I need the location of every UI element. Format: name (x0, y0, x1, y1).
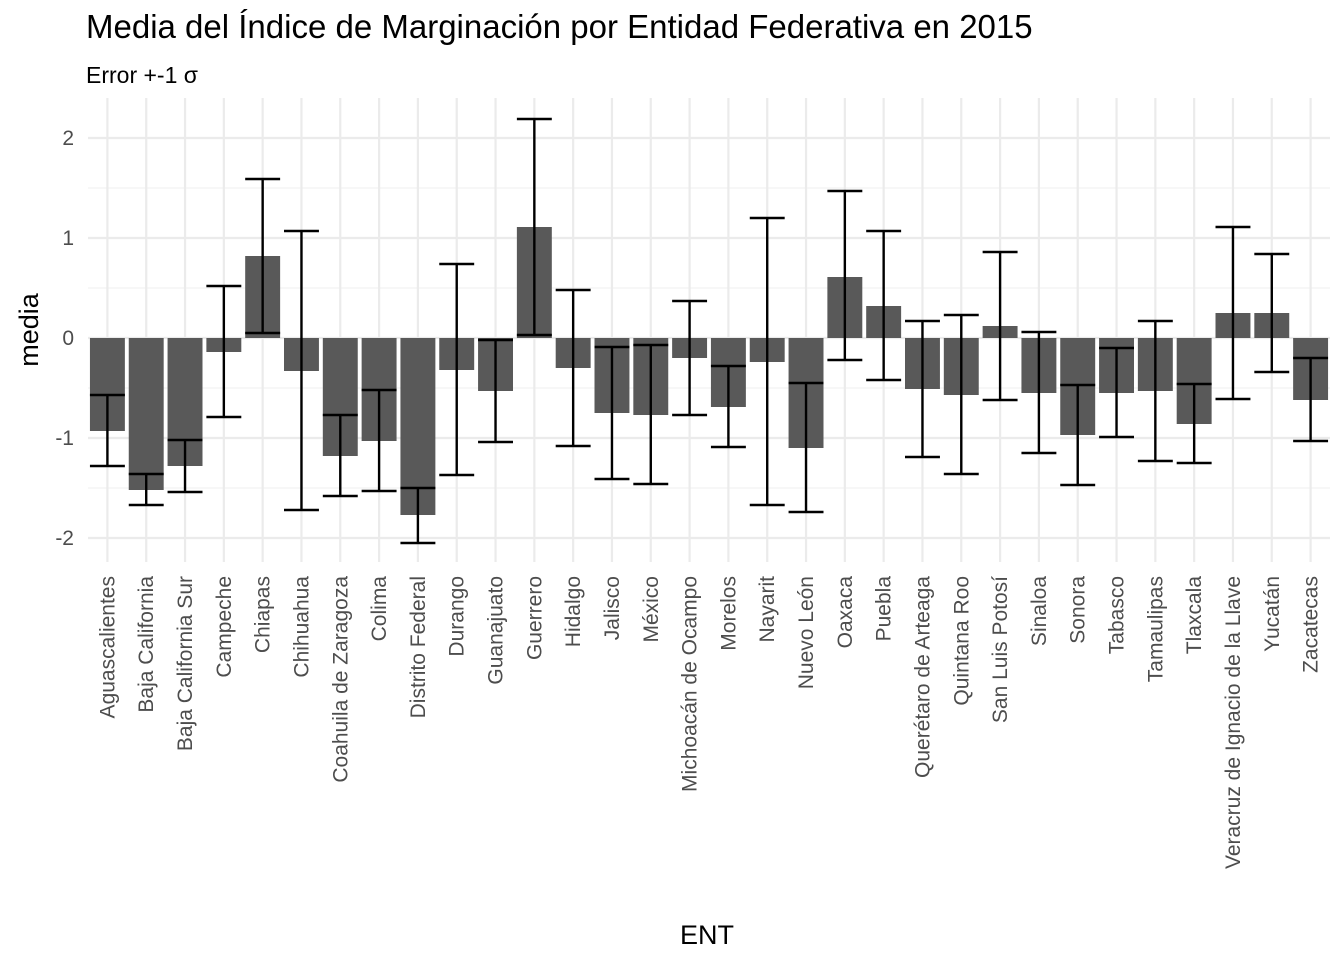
x-tick-label: Sonora (1067, 576, 1090, 644)
x-tick-label: Jalisco (601, 576, 624, 640)
x-tick-label: Campeche (213, 576, 236, 678)
x-tick-labels: Aguascalientes Baja California Baja Califo… (96, 576, 1322, 869)
errorbar (1293, 356, 1329, 443)
bar (400, 338, 436, 515)
errorbar (516, 117, 552, 337)
x-tick-label: Veracruz de Ignacio de la Llave (1222, 576, 1245, 869)
errorbar (128, 472, 164, 507)
bars-layer (89, 227, 1329, 515)
x-tick-label: Tamaulipas (1144, 576, 1167, 682)
errorbar (284, 229, 319, 512)
y-tick-label: 2 (62, 127, 74, 150)
errorbar (1060, 383, 1096, 487)
x-tick-label: Durango (446, 576, 469, 657)
x-tick-label: Guerrero (523, 576, 546, 660)
errorbar (1176, 382, 1212, 465)
chart-subtitle: Error +-1 σ (86, 62, 198, 88)
errorbar (1254, 252, 1290, 374)
x-tick-label: Zacatecas (1300, 576, 1323, 673)
errorbar (555, 288, 591, 448)
y-tick-label: -1 (55, 427, 74, 450)
y-tick-labels: -2 -1 0 1 2 (55, 127, 74, 550)
x-tick-label: Coahuila de Zaragoza (329, 576, 352, 783)
x-tick-label: Aguascalientes (96, 576, 119, 718)
errorbar (866, 229, 902, 382)
errorbar (206, 284, 242, 419)
errorbar (710, 364, 746, 449)
errorbar (1021, 330, 1057, 455)
x-tick-label: Tlaxcala (1183, 576, 1206, 655)
x-tick-label: Sinaloa (1028, 576, 1051, 646)
errorbar (478, 338, 513, 444)
errorbar (1099, 346, 1134, 439)
x-tick-label: Baja California Sur (174, 576, 197, 751)
errorbars-layer (89, 117, 1329, 545)
errorbar (167, 438, 203, 494)
errorbar (749, 216, 785, 507)
y-tick-label: 1 (62, 227, 74, 250)
x-tick-label: México (640, 576, 663, 643)
x-tick-label: Oaxaca (834, 576, 857, 649)
chart-title: Media del Índice de Marginación por Enti… (86, 8, 1033, 45)
x-tick-label: Morelos (717, 576, 740, 651)
errorbar (943, 313, 979, 476)
x-tick-label: Guanajuato (485, 576, 508, 685)
errorbar (633, 343, 669, 486)
errorbar (1215, 225, 1251, 401)
errorbar (322, 413, 358, 498)
x-tick-label: Tabasco (1106, 576, 1129, 654)
y-tick-label: -2 (55, 527, 74, 550)
errorbar (905, 319, 940, 459)
y-axis-title: media (14, 292, 44, 367)
bar (128, 338, 164, 490)
x-tick-label: Chiapas (252, 576, 275, 653)
x-tick-label: Baja California (135, 576, 158, 713)
errorbar (89, 393, 125, 468)
errorbar (982, 250, 1018, 402)
x-axis-title: ENT (680, 920, 734, 950)
errorbar (827, 189, 863, 362)
errorbar (245, 177, 281, 335)
x-tick-label: Hidalgo (562, 576, 585, 647)
errorbar (439, 262, 475, 477)
x-tick-label: Nayarit (756, 576, 779, 643)
x-tick-label: Michoacán de Ocampo (679, 576, 702, 792)
x-tick-label: Puebla (873, 576, 896, 642)
x-tick-label: Yucatán (1261, 576, 1284, 652)
errorbar (361, 388, 397, 493)
errorbar (1137, 319, 1173, 463)
errorbar (672, 299, 708, 417)
x-tick-label: Chihuahua (290, 576, 313, 678)
x-tick-label: Distrito Federal (407, 576, 430, 718)
errorbar (788, 381, 824, 514)
y-tick-label: 0 (62, 327, 74, 350)
errorbar (400, 486, 436, 545)
x-tick-label: Nuevo León (795, 576, 818, 689)
x-tick-label: San Luis Potosí (989, 576, 1012, 723)
x-tick-label: Quintana Roo (950, 576, 973, 706)
x-tick-label: Querétaro de Arteaga (911, 576, 934, 778)
errorbar (594, 345, 630, 481)
x-tick-label: Colima (368, 576, 391, 642)
